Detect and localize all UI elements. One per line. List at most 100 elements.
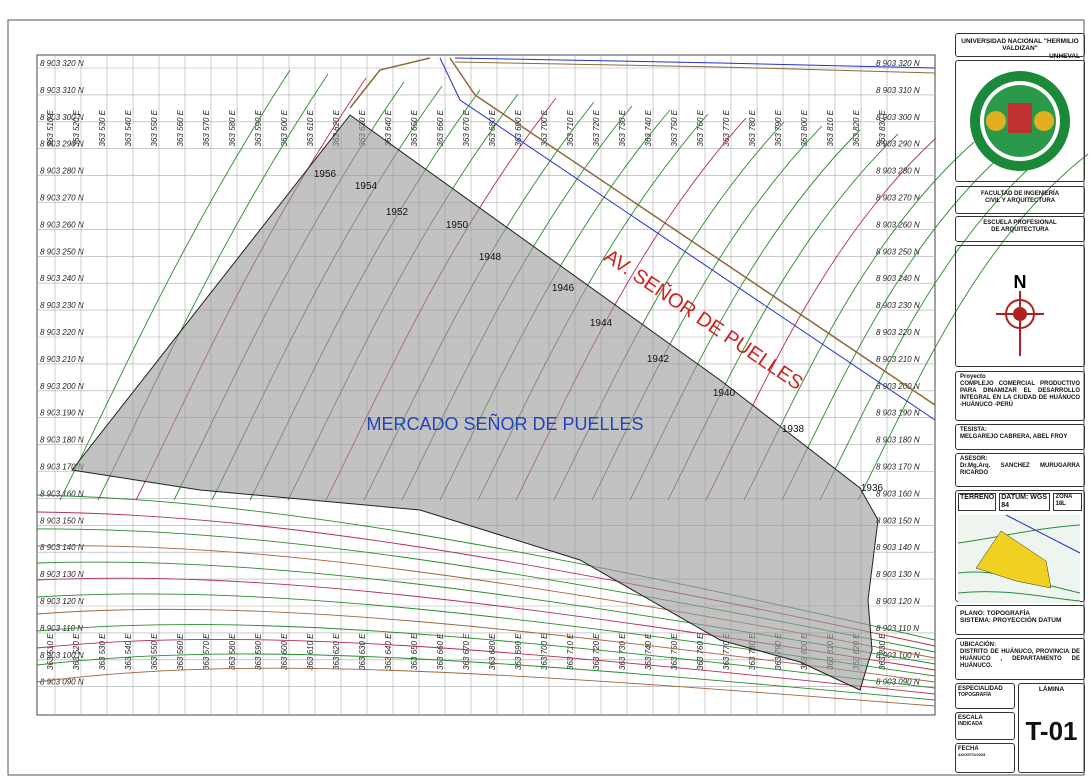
east-label: 363 570 E xyxy=(202,109,211,146)
north-label: 8 903 220 N xyxy=(40,328,84,337)
east-label: 363 680 E xyxy=(488,109,497,146)
east-label: 363 610 E xyxy=(306,109,315,146)
datum: DATUM: WGS 84 xyxy=(999,493,1050,511)
east-label: 363 550 E xyxy=(150,109,159,146)
east-label: 363 760 E xyxy=(696,109,705,146)
minimap xyxy=(956,513,1082,605)
logo xyxy=(956,61,1084,181)
thesis-box: TESISTA: MELGAREJO CABRERA, ABEL FROY xyxy=(955,424,1085,450)
east-label: 363 620 E xyxy=(332,633,341,670)
north-label: 8 903 310 N xyxy=(876,86,920,95)
date: AGOSTO/2023 xyxy=(958,753,1012,758)
north-label: 8 903 130 N xyxy=(876,570,920,579)
project: COMPLEJO COMERCIAL PRODUCTIVO PARA DINAM… xyxy=(960,381,1080,409)
contour-label: 1952 xyxy=(386,207,409,218)
east-label: 363 720 E xyxy=(592,633,601,670)
east-label: 363 730 E xyxy=(618,109,627,146)
east-label: 363 590 E xyxy=(254,633,263,670)
thesis: MELGAREJO CABRERA, ABEL FROY xyxy=(960,434,1080,441)
east-label: 363 520 E xyxy=(72,109,81,146)
sheet-box: LÁMINA T-01 xyxy=(1018,683,1085,773)
project-box: Proyecto COMPLEJO COMERCIAL PRODUCTIVO P… xyxy=(955,371,1085,421)
east-label: 363 560 E xyxy=(176,633,185,670)
north-label: 8 903 280 N xyxy=(40,167,84,176)
east-label: 363 560 E xyxy=(176,109,185,146)
north-label: 8 903 270 N xyxy=(40,194,84,203)
east-label: 363 600 E xyxy=(280,109,289,146)
east-label: 363 830 E xyxy=(878,109,887,146)
contour-label: 1948 xyxy=(479,252,502,263)
school-box: ESCUELA PROFESIONAL DE ARQUITECTURA xyxy=(955,216,1085,242)
terrain-box: TERRENO DATUM: WGS 84 ZONA 18L xyxy=(955,490,1085,602)
north-label: N xyxy=(1014,272,1027,292)
school: ESCUELA PROFESIONAL DE ARQUITECTURA xyxy=(983,220,1056,233)
advisor-label: ASESOR: xyxy=(960,456,1080,463)
system: PROYECCIÓN DATUM xyxy=(993,617,1062,624)
plan: TOPOGRAFÍA xyxy=(987,610,1030,617)
north-label: 8 903 280 N xyxy=(876,167,920,176)
east-label: 363 750 E xyxy=(670,109,679,146)
north-box: N xyxy=(955,245,1085,367)
contour-label: 1946 xyxy=(552,283,575,294)
east-label: 363 540 E xyxy=(124,109,133,146)
north-label: 8 903 180 N xyxy=(876,436,920,445)
north-label: 8 903 220 N xyxy=(876,328,920,337)
university-box: UNIVERSIDAD NACIONAL "HERMILIO VALDIZAN"… xyxy=(955,33,1085,57)
plan-label: PLANO: xyxy=(960,610,985,617)
north-label: 8 903 200 N xyxy=(40,382,84,391)
north-label: 8 903 210 N xyxy=(876,355,920,364)
east-label: 363 670 E xyxy=(462,109,471,146)
advisor: Dr.Mg.Arq. SANCHEZ MURUGARRA RICARDO xyxy=(960,463,1080,477)
north-label: 8 903 260 N xyxy=(40,220,84,229)
north-label: 8 903 250 N xyxy=(40,247,84,256)
east-label: 363 520 E xyxy=(72,633,81,670)
north-label: 8 903 210 N xyxy=(40,355,84,364)
terrain: TERRENO xyxy=(958,493,996,511)
specialty: TOPOGRAFÍA xyxy=(958,693,1012,699)
terrain-header: TERRENO DATUM: WGS 84 ZONA 18L xyxy=(956,491,1084,513)
east-label: 363 580 E xyxy=(228,633,237,670)
east-label: 363 780 E xyxy=(748,109,757,146)
east-label: 363 720 E xyxy=(592,109,601,146)
east-label: 363 750 E xyxy=(670,633,679,670)
plan-box: PLANO: TOPOGRAFÍA SISTEMA: PROYECCIÓN DA… xyxy=(955,605,1085,635)
faculty: FACULTAD DE INGENIERÍA CIVIL Y ARQUITECT… xyxy=(981,191,1059,204)
north-arrow: N xyxy=(956,246,1084,366)
specialty-box: ESPECIALIDAD TOPOGRAFÍA xyxy=(955,683,1015,709)
east-label: 363 830 E xyxy=(878,633,887,670)
east-label: 363 660 E xyxy=(436,633,445,670)
scale-box: ESCALA INDICADA xyxy=(955,712,1015,740)
east-label: 363 810 E xyxy=(826,109,835,146)
sheet-label: LÁMINA xyxy=(1021,686,1082,693)
north-label: 8 903 250 N xyxy=(876,247,920,256)
faculty-box: FACULTAD DE INGENIERÍA CIVIL Y ARQUITECT… xyxy=(955,186,1085,214)
east-label: 363 510 E xyxy=(46,109,55,146)
east-label: 363 530 E xyxy=(98,109,107,146)
thesis-label: TESISTA: xyxy=(960,427,1080,434)
east-label: 363 710 E xyxy=(566,633,575,670)
east-label: 363 580 E xyxy=(228,109,237,146)
location: DISTRITO DE HUÁNUCO, PROVINCIA DE HUÁNUC… xyxy=(960,649,1080,670)
east-label: 363 540 E xyxy=(124,633,133,670)
north-label: 8 903 190 N xyxy=(40,409,84,418)
east-label: 363 550 E xyxy=(150,633,159,670)
east-label: 363 600 E xyxy=(280,633,289,670)
east-label: 363 640 E xyxy=(384,633,393,670)
scale: INDICADA xyxy=(958,722,1012,728)
contour-label: 1954 xyxy=(355,181,378,192)
north-label: 8 903 230 N xyxy=(40,301,84,310)
logo-box xyxy=(955,60,1085,182)
east-label: 363 660 E xyxy=(436,109,445,146)
east-label: 363 650 E xyxy=(410,633,419,670)
project-label: Proyecto xyxy=(960,374,1080,381)
east-label: 363 570 E xyxy=(202,633,211,670)
university: UNIVERSIDAD NACIONAL "HERMILIO VALDIZAN" xyxy=(956,38,1084,53)
east-label: 363 700 E xyxy=(540,109,549,146)
north-label: 8 903 150 N xyxy=(40,516,84,525)
contour-line xyxy=(37,668,935,706)
east-label: 363 630 E xyxy=(358,633,367,670)
east-label: 363 690 E xyxy=(514,109,523,146)
east-label: 363 730 E xyxy=(618,633,627,670)
zone: ZONA 18L xyxy=(1053,493,1082,511)
contour-label: 1940 xyxy=(713,388,736,399)
